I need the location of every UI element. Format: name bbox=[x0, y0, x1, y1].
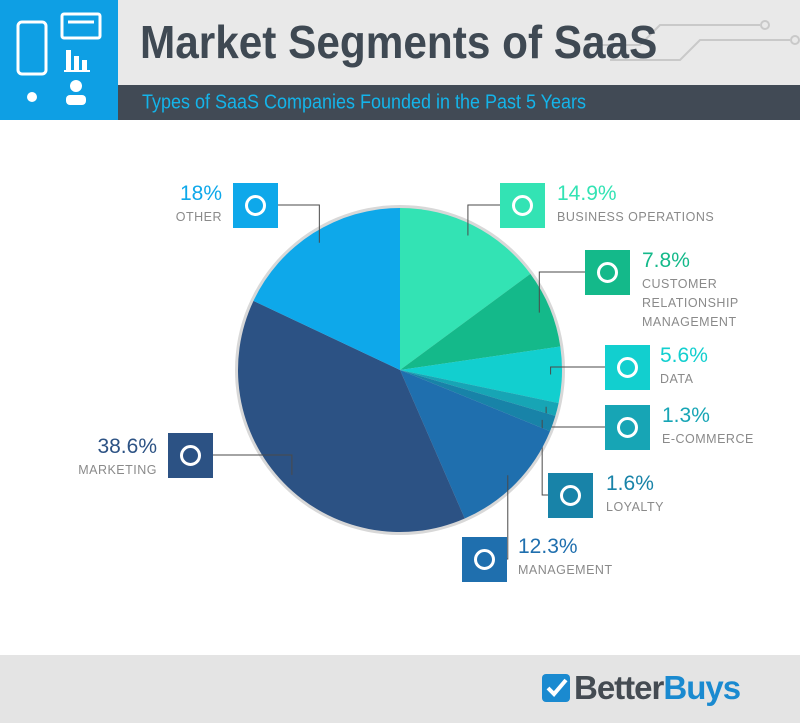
leader-line bbox=[213, 454, 293, 475]
slice-label: 1.3% E-COMMERCE bbox=[662, 404, 754, 449]
header-icons bbox=[16, 12, 102, 76]
slice-label: 18% OTHER bbox=[0, 182, 222, 227]
label-icon-glyph bbox=[245, 195, 266, 216]
slice-label: 5.6% DATA bbox=[660, 344, 708, 389]
pie-slice bbox=[400, 208, 531, 370]
pie-slice bbox=[400, 273, 561, 370]
logo-better: Better bbox=[574, 669, 665, 706]
slice-label: 12.3% MANAGEMENT bbox=[518, 535, 613, 580]
logo-buys: Buys bbox=[663, 669, 740, 706]
category-label: BUSINESS OPERATIONS bbox=[557, 210, 715, 224]
leader-line bbox=[467, 204, 500, 236]
pie-slice bbox=[237, 300, 465, 532]
header-icons-fill bbox=[27, 50, 90, 105]
label-icon-glyph bbox=[617, 417, 638, 438]
title: Market Segments of SaaS bbox=[140, 18, 657, 69]
label-icon bbox=[548, 473, 593, 518]
slice-label: 38.6% MARKETING bbox=[0, 435, 157, 480]
category-label: E-COMMERCE bbox=[662, 432, 754, 446]
label-icon bbox=[500, 183, 545, 228]
label-icon-glyph bbox=[474, 549, 495, 570]
value-label: 1.3% bbox=[662, 404, 710, 427]
category-label: CUSTOMER RELATIONSHIP MANAGEMENT bbox=[642, 277, 739, 329]
category-label: MANAGEMENT bbox=[518, 563, 613, 577]
slice-label: 1.6% LOYALTY bbox=[606, 472, 664, 517]
value-label: 7.8% bbox=[642, 249, 690, 272]
label-icon-glyph bbox=[512, 195, 533, 216]
value-label: 5.6% bbox=[660, 344, 708, 367]
pie-slice bbox=[400, 370, 550, 519]
label-icon bbox=[233, 183, 278, 228]
value-label: 14.9% bbox=[557, 182, 617, 205]
label-icon-glyph bbox=[180, 445, 201, 466]
label-icon-glyph bbox=[617, 357, 638, 378]
title-band bbox=[0, 0, 800, 85]
leader-line bbox=[278, 204, 320, 243]
label-icon bbox=[605, 405, 650, 450]
leader-line bbox=[550, 366, 605, 375]
value-label: 1.6% bbox=[606, 472, 654, 495]
category-label: LOYALTY bbox=[606, 500, 664, 514]
value-label: 12.3% bbox=[518, 535, 578, 558]
header-icon-block bbox=[0, 0, 118, 120]
pie-slice bbox=[400, 370, 556, 432]
logo-icon bbox=[542, 674, 570, 702]
value-label: 38.6% bbox=[97, 435, 157, 458]
logo-check bbox=[546, 678, 568, 697]
label-icon-glyph bbox=[560, 485, 581, 506]
label-icon bbox=[168, 433, 213, 478]
label-icon bbox=[462, 537, 507, 582]
label-icon bbox=[605, 345, 650, 390]
category-label: OTHER bbox=[175, 210, 222, 224]
pie-slice bbox=[253, 208, 400, 370]
subtitle-band bbox=[0, 85, 800, 120]
label-icon bbox=[585, 250, 630, 295]
slice-label: 7.8% CUSTOMER RELATIONSHIP MANAGEMENT bbox=[642, 249, 752, 332]
pie-slice bbox=[400, 370, 559, 416]
pie-slice bbox=[400, 346, 562, 404]
slice-label: 14.9% BUSINESS OPERATIONS bbox=[557, 182, 714, 227]
subtitle: Types of SaaS Companies Founded in the P… bbox=[142, 91, 586, 113]
label-icon-glyph bbox=[597, 262, 618, 283]
value-label: 18% bbox=[179, 182, 222, 205]
logo-text: BetterBuys bbox=[574, 669, 740, 706]
leader-line bbox=[538, 271, 585, 313]
category-label: MARKETING bbox=[78, 463, 157, 477]
footer-band bbox=[0, 655, 800, 723]
circuit-decoration bbox=[590, 20, 800, 61]
category-label: DATA bbox=[660, 372, 694, 386]
